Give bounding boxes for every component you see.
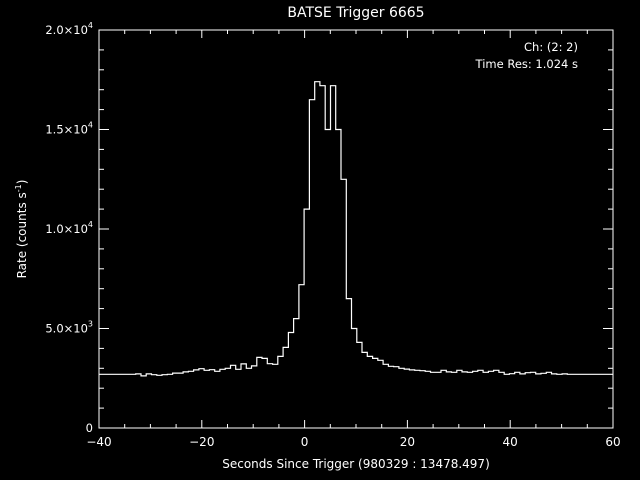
y-tick-mantissa: 2.0×10 (45, 23, 88, 37)
y-tick-exponent: 4 (88, 21, 93, 30)
chart-title: BATSE Trigger 6665 (287, 5, 424, 21)
y-tick-label: 2.0×104 (45, 21, 93, 37)
y-axis-label-text: Rate (counts s (15, 192, 29, 278)
y-tick-exponent: 3 (88, 320, 93, 329)
x-axis-label: Seconds Since Trigger (980329 : 13478.49… (222, 457, 490, 471)
series-line (99, 81, 613, 377)
y-tick-label: 0 (86, 421, 93, 435)
annotation-channel: Ch: (2: 2) (524, 40, 578, 54)
y-tick-label: 1.0×104 (45, 220, 93, 236)
x-tick-label: 20 (400, 435, 415, 449)
y-axis-label-exponent: -1 (14, 184, 23, 192)
x-tick-label: 0 (301, 435, 309, 449)
y-tick-mantissa: 0 (86, 421, 93, 435)
y-tick-exponent: 4 (88, 220, 93, 229)
y-tick-exponent: 4 (88, 121, 93, 130)
y-tick-label: 5.0×103 (45, 320, 93, 336)
annotation-time-res: Time Res: 1.024 s (475, 57, 578, 71)
x-tick-label: 40 (503, 435, 518, 449)
y-tick-mantissa: 1.5×10 (45, 123, 88, 137)
y-axis-label-close: ) (15, 180, 29, 185)
y-axis-label: Rate (counts s-1) (14, 180, 29, 279)
y-tick-mantissa: 5.0×10 (45, 322, 88, 336)
x-tick-label: −20 (189, 435, 214, 449)
x-axis: −40 −20 0 20 40 60 (86, 30, 621, 449)
x-tick-label: 60 (605, 435, 620, 449)
y-tick-mantissa: 1.0×10 (45, 222, 88, 236)
x-tick-label: −40 (86, 435, 111, 449)
y-tick-label: 1.5×104 (45, 121, 93, 137)
